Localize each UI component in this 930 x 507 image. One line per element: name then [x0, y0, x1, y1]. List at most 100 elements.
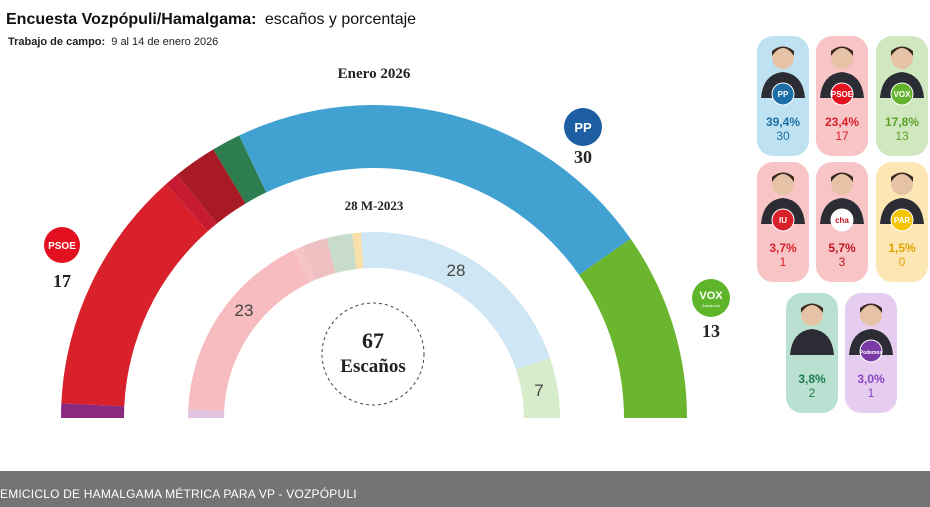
party-logo-text: PAR: [894, 216, 911, 225]
inner-arc-teruel-existe: [326, 233, 357, 273]
pp-logo: PP: [564, 108, 602, 146]
card-percent: 5,7%: [828, 241, 856, 255]
portrait-head: [772, 173, 794, 195]
party-logo-icon: [771, 82, 795, 106]
inner-arc-podemos: [188, 409, 225, 418]
inner-arc-par: [352, 232, 364, 270]
card-percent: 39,4%: [766, 115, 800, 129]
card-seats: 13: [895, 129, 909, 143]
card-psoe: PSOE 23,4%17: [816, 36, 868, 156]
party-logo-text: VOX: [894, 90, 912, 99]
card-seats: 30: [776, 129, 790, 143]
fieldwork-label: Trabajo de campo:: [8, 36, 105, 48]
outer-ring-label: Enero 2026: [338, 66, 411, 82]
inner-label-pp: 28: [447, 261, 466, 280]
card-seats: 1: [868, 386, 875, 400]
outer-arc-iu: [166, 174, 217, 232]
footer-text: EMICICLO DE HAMALGAMA MÉTRICA PARA VP - …: [0, 487, 357, 501]
party-logo-text: cha: [835, 216, 849, 225]
inner-arc-vox: [515, 358, 560, 418]
card-percent: 3,7%: [769, 241, 797, 255]
inner-arc-psoe: [188, 250, 310, 411]
fieldwork-line: Trabajo de campo: 9 al 14 de enero 2026: [8, 36, 218, 48]
inner-ring-label: 28 M-2023: [345, 198, 404, 213]
portrait-head: [860, 304, 882, 326]
chart-title: Encuesta Vozpópuli/Hamalgama: escaños y …: [6, 11, 416, 28]
card-cha: cha 5,7%3: [816, 162, 868, 282]
party-logo-text: Podemos: [860, 350, 883, 356]
party-logo-icon: [890, 82, 914, 106]
party-logo-icon: [830, 208, 854, 232]
card-teruel-existe: 3,8%2: [786, 293, 838, 413]
inner-label-vox: 7: [534, 381, 543, 400]
chart-title-rest: escaños y porcentaje: [265, 11, 416, 28]
card-seats: 3: [839, 255, 846, 269]
vox-logo: VOX Andalucía: [692, 279, 730, 317]
party-logo-icon: [771, 208, 795, 232]
outer-ring-2026: [61, 104, 687, 418]
inner-label-psoe: 23: [235, 301, 254, 320]
portrait-head: [891, 173, 913, 195]
outer-arc-cha: [177, 149, 246, 224]
fieldwork-dates: 9 al 14 de enero 2026: [111, 36, 218, 48]
footer-bar: EMICICLO DE HAMALGAMA MÉTRICA PARA VP - …: [0, 471, 930, 507]
portrait-hair: [860, 303, 882, 313]
chart-area: Encuesta Vozpópuli/Hamalgama: escaños y …: [6, 11, 928, 418]
total-seats-number: 67: [362, 328, 384, 353]
card-seats: 17: [835, 129, 849, 143]
inner-ring-2023: [188, 232, 560, 418]
party-cards: PP39,4%30PSOE23,4%17VOX17,8%13IU3,7%1cha…: [757, 36, 928, 413]
total-seats-label: Escaños: [340, 356, 405, 377]
svg-text:VOX: VOX: [699, 290, 723, 302]
portrait-hair: [831, 172, 853, 182]
outer-label-vox: 13: [702, 321, 720, 341]
psoe-logo: PSOE: [44, 227, 80, 263]
svg-text:PSOE: PSOE: [48, 241, 76, 252]
inner-arc-pp: [360, 232, 551, 370]
portrait-hair: [891, 46, 913, 56]
card-podemos: Podemos 3,0%1: [845, 293, 897, 413]
outer-label-pp: 30: [574, 147, 592, 167]
card-percent: 23,4%: [825, 115, 859, 129]
card-par: PAR 1,5%0: [876, 162, 928, 282]
outer-arc-podemos: [61, 403, 125, 418]
portrait-head: [831, 173, 853, 195]
outer-arc-pp: [239, 104, 631, 275]
card-seats: 0: [899, 255, 906, 269]
card-pp: PP 39,4%30: [757, 36, 809, 156]
portrait-body: [790, 329, 834, 355]
card-percent: 3,8%: [798, 372, 826, 386]
card-iu: IU 3,7%1: [757, 162, 809, 282]
party-logo-text: PP: [778, 90, 789, 99]
card-seats: 1: [780, 255, 787, 269]
outer-arc-vox: [578, 238, 687, 418]
portrait-head: [801, 304, 823, 326]
portrait-hair: [831, 46, 853, 56]
outer-label-psoe: 17: [53, 271, 71, 291]
inner-arc-iu: [293, 246, 316, 283]
portrait-hair: [891, 172, 913, 182]
portrait-hair: [801, 303, 823, 313]
card-percent: 1,5%: [888, 241, 916, 255]
party-logo-text: PSOE: [831, 90, 854, 99]
portrait-head: [831, 47, 853, 69]
outer-arc-psoe: [61, 184, 208, 407]
card-seats: 2: [809, 386, 816, 400]
party-logo-icon: [890, 208, 914, 232]
party-logo-text: IU: [779, 216, 787, 225]
portrait-hair: [772, 172, 794, 182]
svg-text:PP: PP: [574, 120, 592, 135]
inner-arc-cha: [301, 238, 336, 280]
portrait-head: [891, 47, 913, 69]
card-percent: 17,8%: [885, 115, 919, 129]
card-percent: 3,0%: [857, 372, 885, 386]
portrait-head: [772, 47, 794, 69]
party-logo-icon: [830, 82, 854, 106]
party-logo-icon: [859, 339, 883, 363]
center-circle: [321, 302, 425, 406]
card-vox: VOX 17,8%13: [876, 36, 928, 156]
svg-text:Andalucía: Andalucía: [702, 303, 721, 308]
chart-title-bold: Encuesta Vozpópuli/Hamalgama:: [6, 11, 256, 28]
portrait-hair: [772, 46, 794, 56]
hemicycle-chart: Encuesta Vozpópuli/Hamalgama: escaños y …: [6, 11, 928, 418]
